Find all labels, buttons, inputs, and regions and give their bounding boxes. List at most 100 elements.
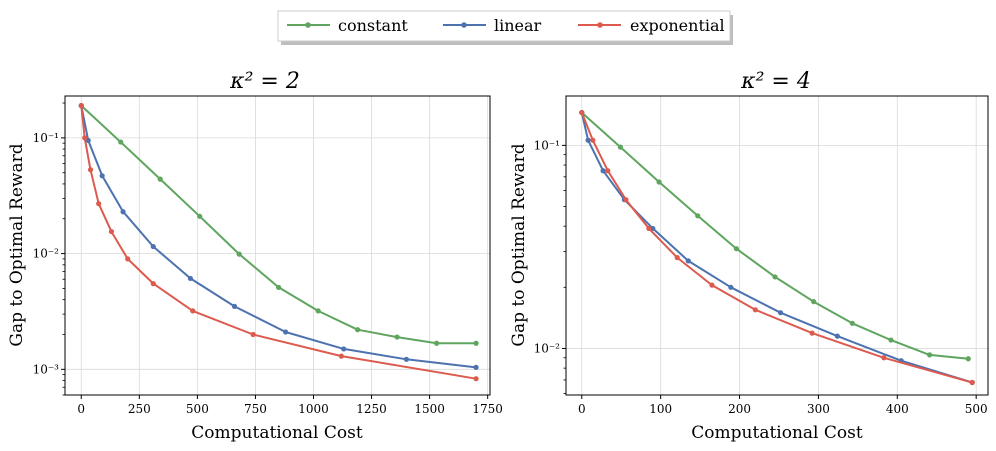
chart-left-xtick-label: 1250 bbox=[356, 402, 387, 416]
chart-right-point-exponential bbox=[605, 168, 611, 174]
chart-left-point-constant bbox=[473, 340, 479, 346]
chart-left-series-line-constant bbox=[80, 104, 477, 345]
chart-right-series-line-constant bbox=[581, 111, 969, 360]
chart-right-xtick-label: 0 bbox=[578, 402, 586, 416]
chart-right-point-constant bbox=[617, 144, 624, 150]
chart-left-point-linear bbox=[120, 209, 126, 215]
chart-right-point-linear bbox=[777, 310, 784, 316]
chart-left-ytick-label: 10⁻³ bbox=[33, 362, 60, 376]
chart-left-point-linear bbox=[473, 364, 479, 370]
chart-left-xtick-label: 1750 bbox=[472, 402, 503, 416]
chart-left-xlabel: Computational Cost bbox=[191, 423, 363, 443]
chart-left-xtick-label: 750 bbox=[244, 402, 267, 416]
chart-left-point-linear bbox=[341, 346, 347, 352]
chart-left-point-linear bbox=[231, 303, 238, 309]
chart-right-point-constant bbox=[849, 320, 855, 326]
chart-left-point-exponential bbox=[87, 167, 94, 173]
chart-right-point-constant bbox=[965, 356, 971, 362]
chart-right-point-linear bbox=[585, 137, 591, 143]
chart-right-point-constant bbox=[927, 352, 933, 358]
chart-right-xlabel: Computational Cost bbox=[691, 423, 863, 443]
chart-right-ytick-label: 10⁻² bbox=[534, 341, 561, 355]
chart-left-xtick-label: 250 bbox=[128, 402, 151, 416]
chart-left-point-linear bbox=[150, 243, 156, 250]
chart-left-point-exponential bbox=[82, 135, 88, 141]
chart-right-ytick-label: 10⁻¹ bbox=[534, 138, 560, 152]
chart-right-xtick-label: 200 bbox=[728, 402, 751, 416]
chart-left-series-line-exponential bbox=[80, 105, 477, 380]
legend-entry-exponential: exponential bbox=[578, 16, 725, 35]
chart-right-xtick-label: 300 bbox=[807, 402, 830, 416]
legend-marker-constant bbox=[305, 22, 311, 28]
chart-left-point-constant bbox=[197, 213, 203, 219]
chart-left-ticks: 0 250 500 750 1000 1250 1500 1750 10⁻³ 10⁻² 10⁻¹ bbox=[33, 102, 503, 416]
chart-right-series bbox=[579, 109, 975, 386]
legend-marker-exponential bbox=[597, 22, 603, 28]
legend: constant linear exponential bbox=[277, 10, 733, 45]
chart-left-point-exponential bbox=[150, 281, 156, 287]
legend-label-exponential: exponential bbox=[630, 16, 725, 35]
chart-right-series-line-exponential bbox=[580, 112, 973, 384]
chart-left-ytick-label: 10⁻¹ bbox=[33, 131, 59, 145]
chart-left-point-exponential bbox=[338, 353, 344, 359]
chart-right-ticks: 0 100 200 300 400 500 10⁻² 10⁻¹ bbox=[534, 138, 988, 416]
chart-left-point-constant bbox=[433, 340, 440, 346]
chart-right-point-constant bbox=[772, 274, 778, 280]
chart-left-series-line-linear bbox=[80, 105, 477, 369]
chart-left-point-exponential bbox=[190, 308, 196, 314]
legend-marker-linear bbox=[461, 22, 467, 28]
legend-entry-constant: constant bbox=[287, 16, 408, 35]
chart-left-point-constant bbox=[157, 176, 163, 182]
chart-right-point-exponential bbox=[579, 109, 585, 116]
chart-left-point-constant bbox=[276, 284, 282, 291]
chart-left-ylabel: Gap to Optimal Reward bbox=[7, 143, 27, 346]
chart-right-point-constant bbox=[888, 337, 894, 343]
legend-entry-linear: linear bbox=[443, 16, 542, 35]
chart-left-grid bbox=[65, 96, 490, 395]
chart-right-point-constant bbox=[656, 179, 662, 185]
chart-right-point-constant bbox=[733, 246, 739, 252]
chart-right-point-exponential bbox=[646, 225, 652, 232]
chart-right-point-constant bbox=[695, 213, 701, 219]
chart-right-point-exponential bbox=[590, 137, 596, 143]
chart-right-point-exponential bbox=[969, 379, 975, 386]
chart-right-frame bbox=[565, 95, 989, 396]
chart-left-point-exponential bbox=[250, 331, 256, 338]
chart-left-xtick-label: 1000 bbox=[298, 402, 329, 416]
chart-left-series bbox=[78, 103, 479, 382]
chart-right-grid bbox=[566, 96, 988, 395]
chart-left-point-constant bbox=[118, 139, 124, 145]
chart-right-point-exponential bbox=[752, 307, 758, 313]
legend-label-linear: linear bbox=[494, 16, 542, 35]
chart-right-point-linear bbox=[728, 284, 734, 290]
chart-right-point-exponential bbox=[623, 197, 629, 203]
chart-left-point-linear bbox=[99, 173, 105, 179]
chart-right-point-linear bbox=[834, 333, 840, 339]
chart-right-title: κ² = 4 bbox=[740, 69, 811, 94]
chart-left-point-linear bbox=[403, 356, 409, 362]
chart-left-ytick-label: 10⁻² bbox=[33, 247, 60, 261]
chart-left-xtick-label: 0 bbox=[77, 402, 85, 416]
chart-right: κ² = 4 0 100 200 300 400 500 10⁻² 10⁻¹ Computat… bbox=[509, 69, 989, 443]
chart-left-point-constant bbox=[236, 251, 242, 257]
chart-left-point-exponential bbox=[473, 376, 479, 382]
chart-left-point-linear bbox=[187, 275, 194, 282]
chart-left-title: κ² = 2 bbox=[229, 69, 300, 94]
chart-left-point-constant bbox=[315, 308, 321, 314]
chart-left-xtick-label: 500 bbox=[186, 402, 209, 416]
legend-box bbox=[277, 10, 731, 42]
chart-right-point-constant bbox=[811, 299, 817, 305]
chart-right-xtick-label: 500 bbox=[965, 402, 988, 416]
chart-left-frame bbox=[64, 95, 491, 396]
legend-label-constant: constant bbox=[338, 16, 408, 35]
chart-left-point-exponential bbox=[108, 228, 115, 235]
chart-right-series-line-linear bbox=[580, 112, 973, 384]
chart-right-xtick-label: 100 bbox=[649, 402, 672, 416]
chart-right-xtick-label: 400 bbox=[886, 402, 909, 416]
chart-left-point-exponential bbox=[125, 256, 131, 262]
chart-right-point-linear bbox=[600, 168, 606, 174]
chart-left: κ² = 2 0 250 500 750 1000 1250 1500 1750 10⁻³ 10⁻… bbox=[7, 69, 503, 443]
chart-right-point-exponential bbox=[674, 255, 680, 261]
chart-right-point-exponential bbox=[709, 282, 715, 288]
